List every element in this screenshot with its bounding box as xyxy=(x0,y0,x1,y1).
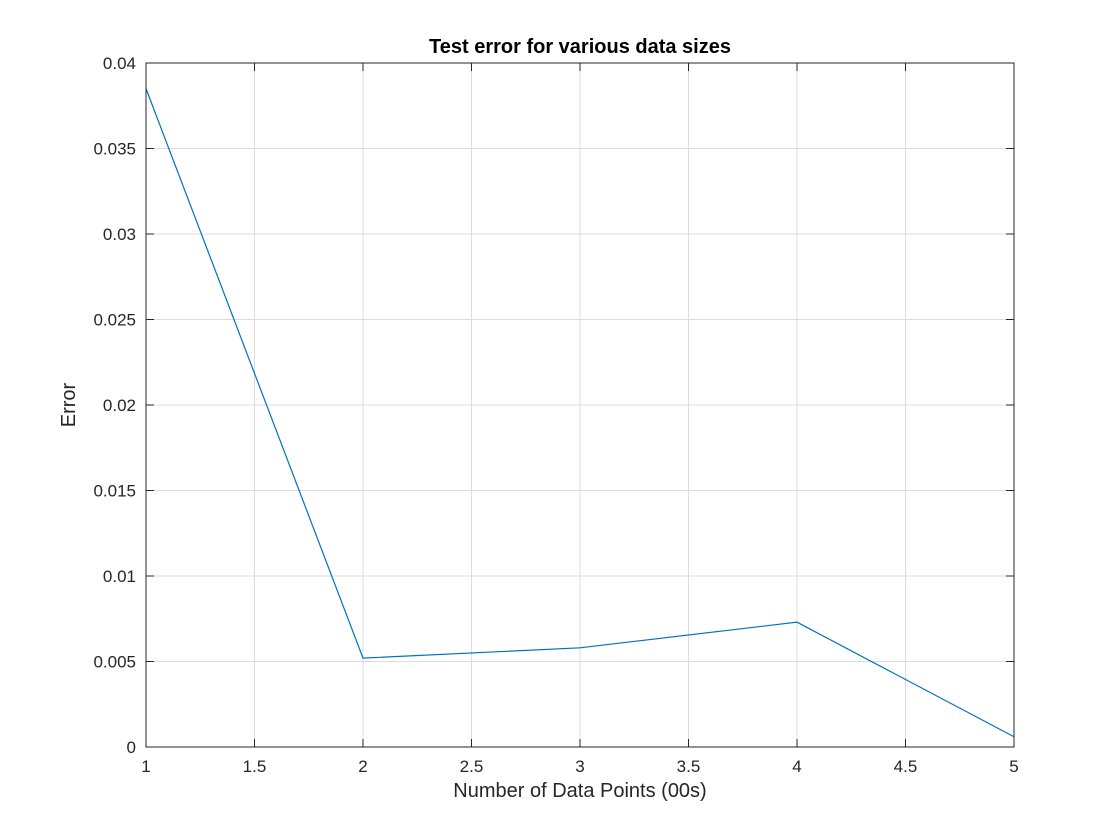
series-layer xyxy=(145,88,1015,738)
x-tick-label: 5 xyxy=(1009,757,1018,776)
y-tick-label: 0 xyxy=(127,738,136,757)
x-tick-label: 1.5 xyxy=(243,757,267,776)
y-tick-label: 0.04 xyxy=(103,54,136,73)
y-tick-label: 0.025 xyxy=(93,311,136,330)
x-tick-label: 3.5 xyxy=(677,757,701,776)
y-tick-label: 0.015 xyxy=(93,482,136,501)
y-tick-label: 0.005 xyxy=(93,653,136,672)
x-tick-label: 1 xyxy=(141,757,150,776)
x-axis-label: Number of Data Points (00s) xyxy=(453,780,706,802)
y-tick-label: 0.035 xyxy=(93,140,136,159)
x-tick-labels: 1 1.5 2 2.5 3 3.5 4 4.5 5 xyxy=(141,757,1018,776)
y-tick-labels: 0 0.005 0.01 0.015 0.02 0.025 0.03 0.035 0.04 xyxy=(93,54,136,757)
y-tick-label: 0.03 xyxy=(103,225,136,244)
x-tick-label: 4 xyxy=(792,757,801,776)
x-tick-label: 4.5 xyxy=(894,757,918,776)
x-tick-label: 2.5 xyxy=(460,757,484,776)
plot-frame xyxy=(145,62,1015,748)
y-tick-label: 0.02 xyxy=(103,396,136,415)
x-tick-label: 2 xyxy=(358,757,367,776)
y-tick-label: 0.01 xyxy=(103,567,136,586)
x-tick-label: 3 xyxy=(575,757,584,776)
chart-title: Test error for various data sizes xyxy=(429,36,731,58)
series-line xyxy=(145,88,1015,738)
y-axis-label: Error xyxy=(58,382,80,427)
